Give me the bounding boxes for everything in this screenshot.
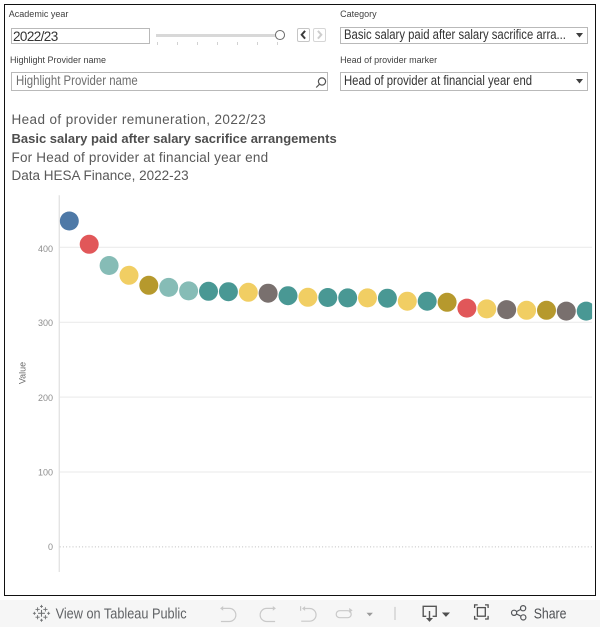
svg-text:300: 300 [38, 317, 53, 327]
svg-text:100: 100 [38, 467, 53, 477]
svg-text:0: 0 [48, 542, 53, 552]
svg-text:400: 400 [38, 243, 53, 253]
svg-text:Share: Share [534, 607, 567, 623]
svg-text:Value: Value [18, 361, 28, 383]
svg-text:200: 200 [38, 392, 53, 402]
svg-text:View on Tableau Public: View on Tableau Public [56, 607, 187, 623]
